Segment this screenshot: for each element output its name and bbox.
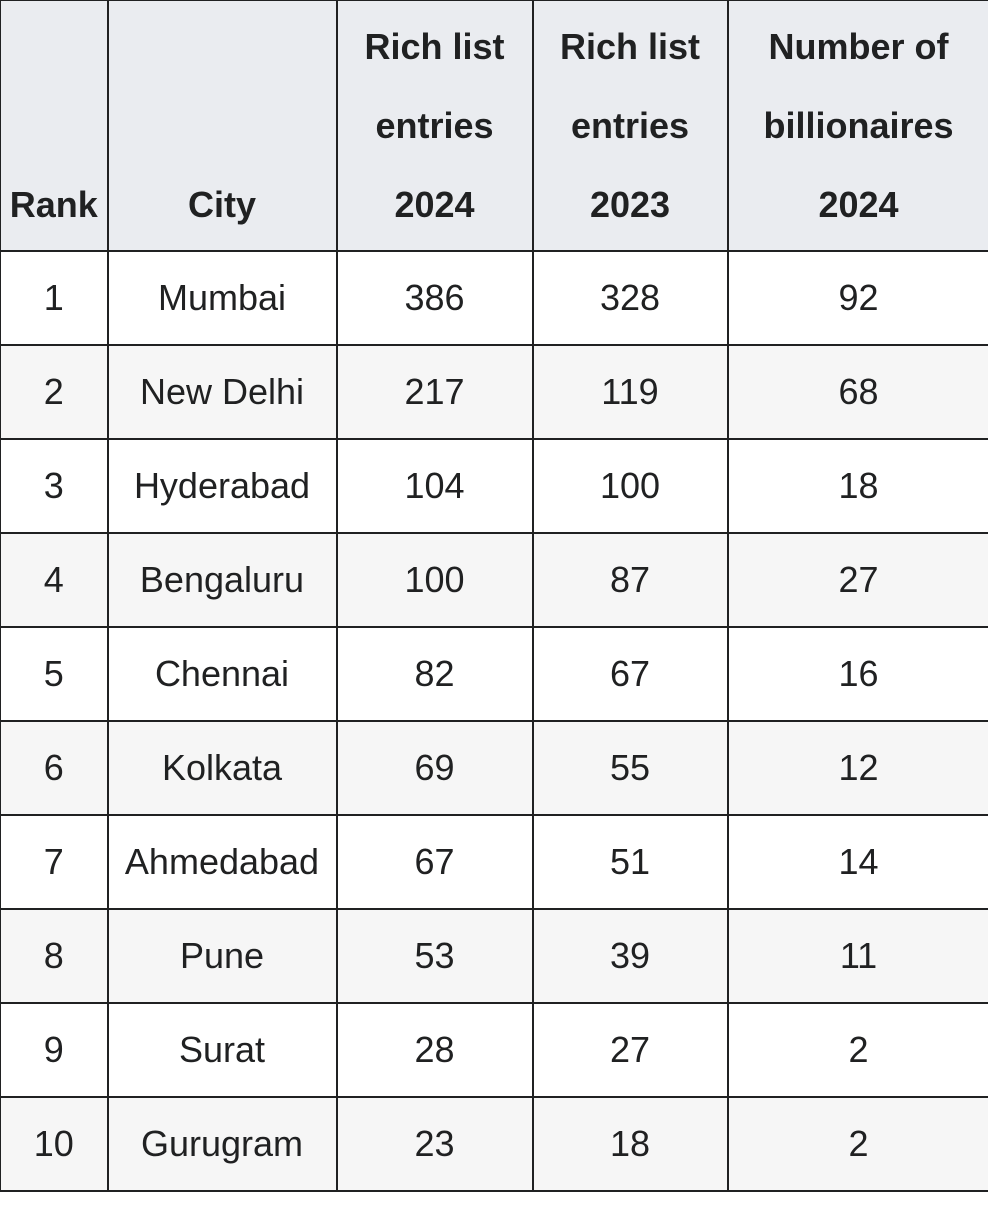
cell-billionaires-2024: 14 — [726, 813, 988, 910]
cell-entries-2024: 82 — [335, 625, 534, 722]
cell-entries-2024: 23 — [335, 1095, 534, 1192]
cell-entries-2024: 386 — [335, 249, 534, 346]
cell-billionaires-2024: 68 — [726, 343, 988, 440]
table-header-row: Rank City Rich list entries 2024 Rich li… — [0, 0, 988, 252]
cell-billionaires-2024: 2 — [726, 1001, 988, 1098]
cell-rank: 1 — [0, 249, 109, 346]
cell-entries-2023: 18 — [531, 1095, 729, 1192]
table-row: 7 Ahmedabad 67 51 14 — [0, 813, 988, 910]
cell-rank: 6 — [0, 719, 109, 816]
cell-entries-2023: 100 — [531, 437, 729, 534]
cell-entries-2024: 104 — [335, 437, 534, 534]
header-rank: Rank — [0, 0, 109, 252]
table-row: 4 Bengaluru 100 87 27 — [0, 531, 988, 628]
cell-billionaires-2024: 92 — [726, 249, 988, 346]
cell-entries-2023: 51 — [531, 813, 729, 910]
cell-entries-2024: 217 — [335, 343, 534, 440]
cell-rank: 5 — [0, 625, 109, 722]
cell-city: Surat — [106, 1001, 338, 1098]
cell-billionaires-2024: 27 — [726, 531, 988, 628]
cell-city: New Delhi — [106, 343, 338, 440]
cell-billionaires-2024: 2 — [726, 1095, 988, 1192]
cell-billionaires-2024: 16 — [726, 625, 988, 722]
cell-billionaires-2024: 12 — [726, 719, 988, 816]
table-row: 6 Kolkata 69 55 12 — [0, 719, 988, 816]
cell-entries-2024: 53 — [335, 907, 534, 1004]
table-row: 8 Pune 53 39 11 — [0, 907, 988, 1004]
cell-rank: 10 — [0, 1095, 109, 1192]
cell-city: Gurugram — [106, 1095, 338, 1192]
table-row: 10 Gurugram 23 18 2 — [0, 1095, 988, 1192]
header-entries-2024: Rich list entries 2024 — [335, 0, 534, 252]
cell-city: Hyderabad — [106, 437, 338, 534]
cell-rank: 4 — [0, 531, 109, 628]
cell-rank: 9 — [0, 1001, 109, 1098]
cell-rank: 7 — [0, 813, 109, 910]
cell-entries-2024: 69 — [335, 719, 534, 816]
cell-city: Chennai — [106, 625, 338, 722]
table-row: 1 Mumbai 386 328 92 — [0, 249, 988, 346]
cell-entries-2024: 100 — [335, 531, 534, 628]
cell-entries-2023: 328 — [531, 249, 729, 346]
cell-city: Bengaluru — [106, 531, 338, 628]
cell-entries-2024: 67 — [335, 813, 534, 910]
cell-entries-2024: 28 — [335, 1001, 534, 1098]
cell-city: Mumbai — [106, 249, 338, 346]
cell-billionaires-2024: 11 — [726, 907, 988, 1004]
table-row: 3 Hyderabad 104 100 18 — [0, 437, 988, 534]
table-row: 9 Surat 28 27 2 — [0, 1001, 988, 1098]
cell-entries-2023: 39 — [531, 907, 729, 1004]
table-row: 2 New Delhi 217 119 68 — [0, 343, 988, 440]
cell-entries-2023: 87 — [531, 531, 729, 628]
table-row: 5 Chennai 82 67 16 — [0, 625, 988, 722]
cell-city: Pune — [106, 907, 338, 1004]
header-entries-2023: Rich list entries 2023 — [531, 0, 729, 252]
header-billionaires-2024: Number of billionaires 2024 — [726, 0, 988, 252]
cell-rank: 3 — [0, 437, 109, 534]
header-city: City — [106, 0, 338, 252]
cell-city: Ahmedabad — [106, 813, 338, 910]
cell-rank: 2 — [0, 343, 109, 440]
cell-rank: 8 — [0, 907, 109, 1004]
cell-billionaires-2024: 18 — [726, 437, 988, 534]
cell-entries-2023: 119 — [531, 343, 729, 440]
cell-entries-2023: 67 — [531, 625, 729, 722]
cell-entries-2023: 55 — [531, 719, 729, 816]
cell-entries-2023: 27 — [531, 1001, 729, 1098]
cell-city: Kolkata — [106, 719, 338, 816]
